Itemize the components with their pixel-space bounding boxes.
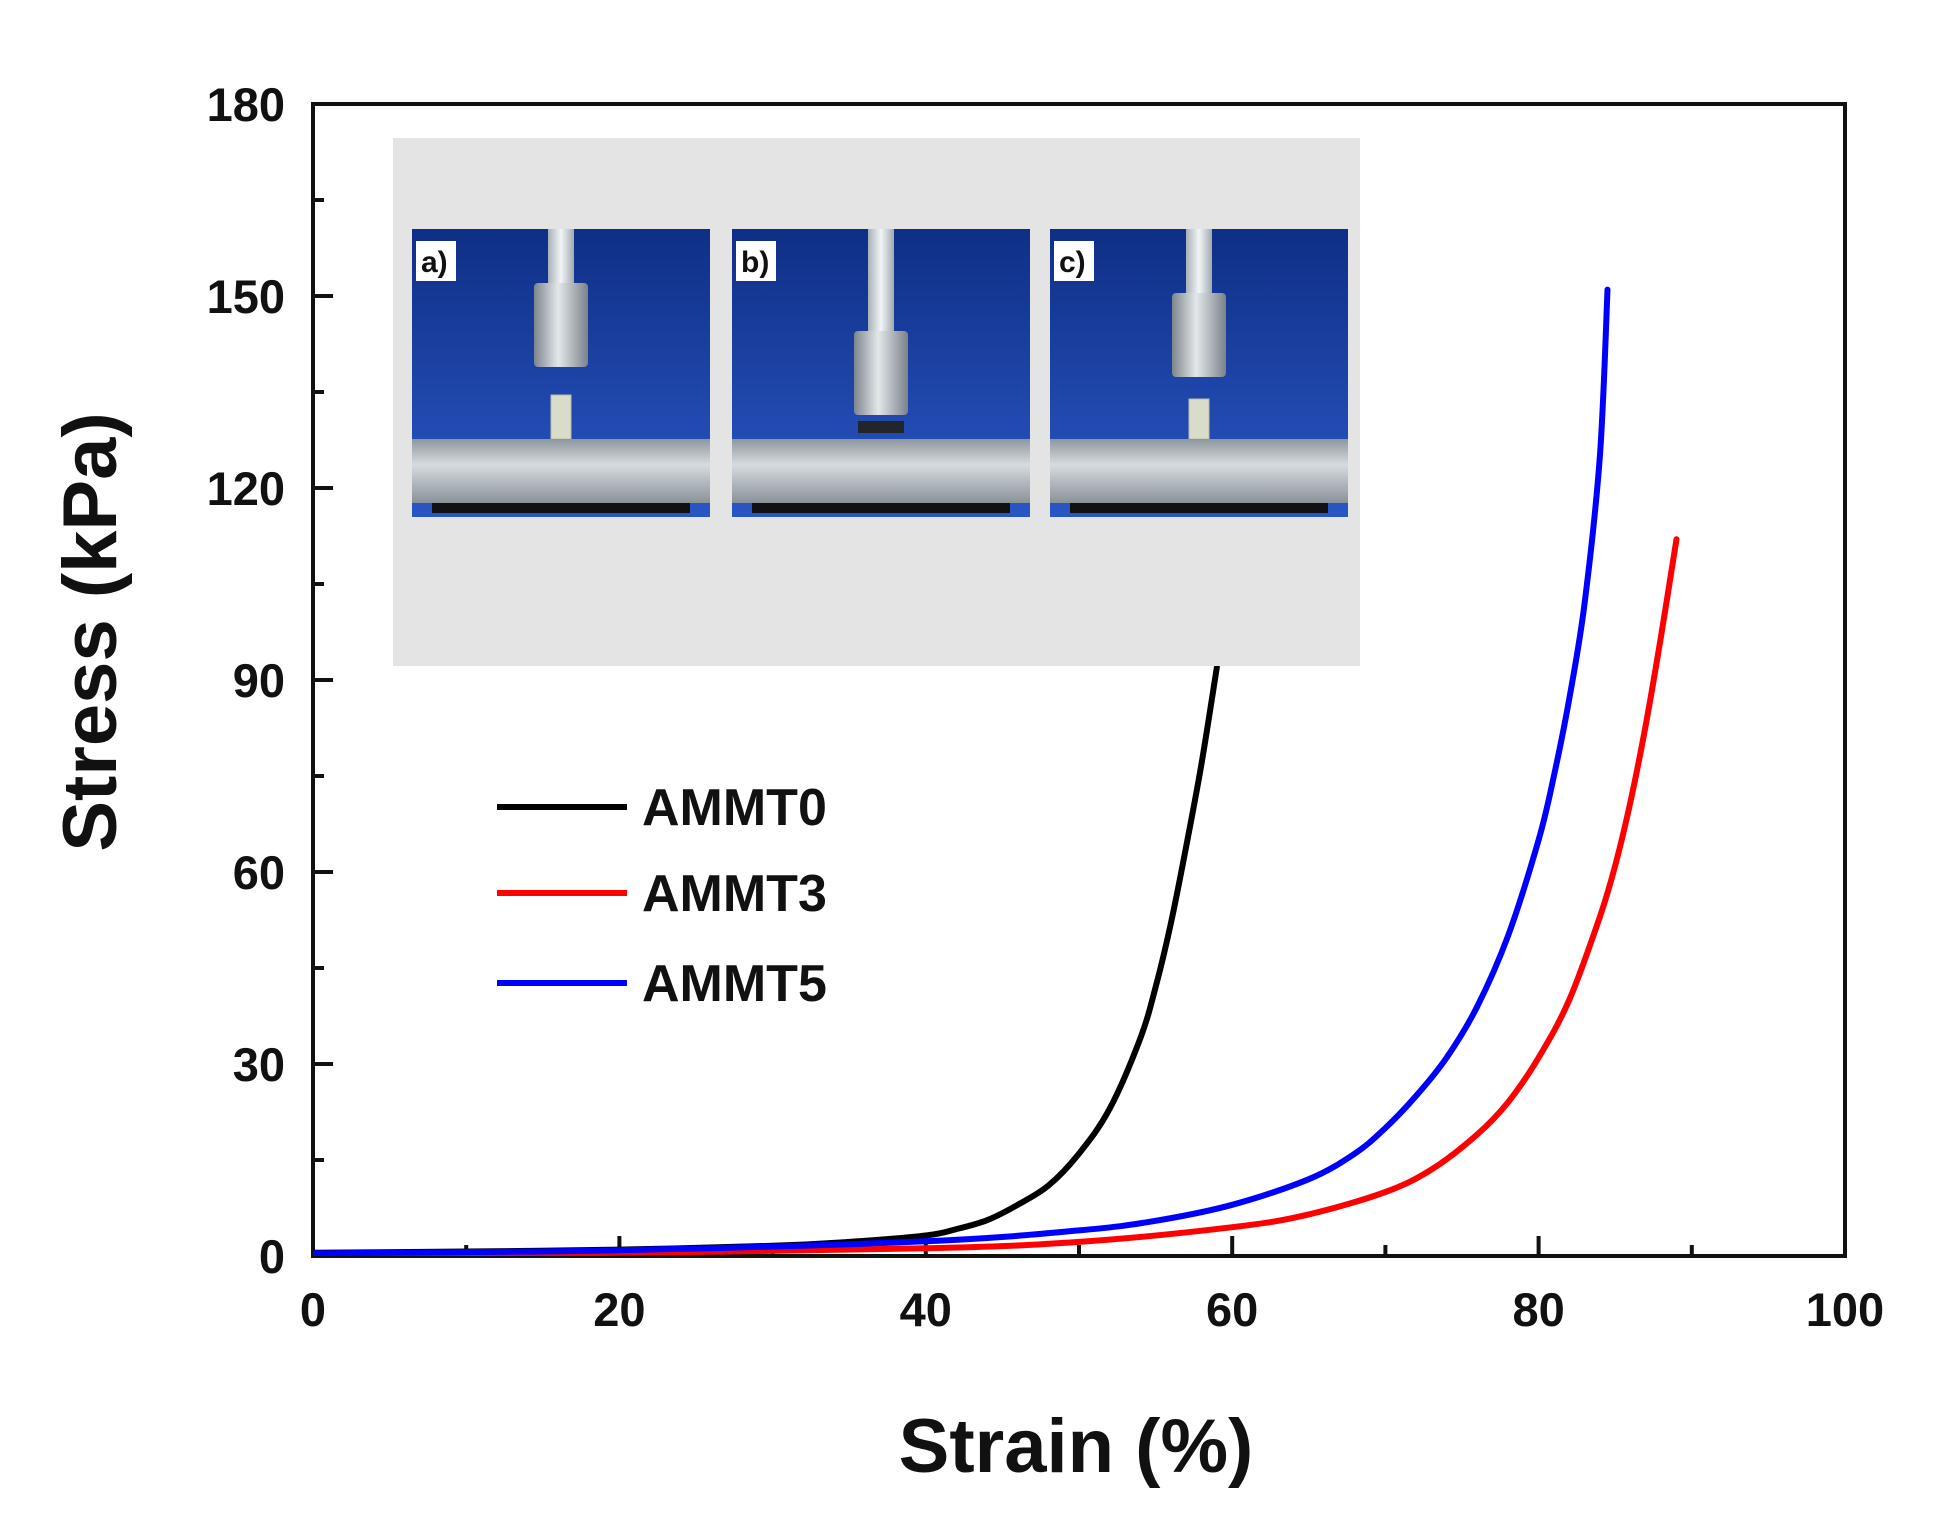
y-tick-label: 60 <box>233 846 285 899</box>
y-axis-ticks: 0 30 60 90 120 150 180 <box>207 78 333 1283</box>
base-platen <box>1050 439 1348 503</box>
panel-label-box <box>1054 241 1094 281</box>
compression-plunger <box>1172 293 1226 377</box>
panel-label-box <box>416 241 456 281</box>
x-axis-ticks: 0 20 40 60 80 100 <box>300 1236 1884 1336</box>
x-tick-label: 100 <box>1806 1283 1884 1336</box>
y-tick-label: 120 <box>207 462 285 515</box>
data-series <box>313 286 1680 1256</box>
x-axis-title: Strain (%) <box>899 1404 1254 1489</box>
legend-label-ammt5: AMMT5 <box>642 955 827 1013</box>
platen-shadow <box>1070 503 1328 513</box>
inset-panel: c) <box>1050 229 1348 517</box>
panel-label: c) <box>1059 246 1086 279</box>
inset-panel: a) <box>412 229 710 517</box>
platen-shadow <box>752 503 1010 513</box>
y-tick-label: 30 <box>233 1038 285 1091</box>
platen-shadow <box>432 503 690 513</box>
gel-specimen <box>550 394 572 440</box>
y-tick-label: 180 <box>207 78 285 131</box>
gel-specimen <box>1188 398 1210 440</box>
y-axis-title: Stress (kPa) <box>48 412 133 851</box>
machine-rod <box>868 229 894 341</box>
y-tick-label: 0 <box>259 1230 285 1283</box>
compression-plunger <box>534 283 588 367</box>
series-line-ammt3 <box>313 536 1680 1256</box>
base-platen <box>412 439 710 503</box>
y-tick-label: 150 <box>207 270 285 323</box>
panel-label-box <box>736 241 776 281</box>
panel-label: b) <box>741 246 769 279</box>
x-tick-label: 0 <box>300 1283 326 1336</box>
panel-label: a) <box>421 246 448 279</box>
y-tick-label: 90 <box>233 654 285 707</box>
inset-photos: a) b) c) <box>393 138 1360 666</box>
base-platen <box>732 439 1030 503</box>
x-tick-label: 80 <box>1512 1283 1564 1336</box>
legend-label-ammt0: AMMT0 <box>642 779 827 837</box>
gel-specimen <box>858 421 904 433</box>
machine-rod <box>1186 229 1212 303</box>
legend-label-ammt3: AMMT3 <box>642 865 827 923</box>
inset-panel: b) <box>732 229 1030 517</box>
series-line-ammt5 <box>313 286 1611 1256</box>
compression-plunger <box>854 331 908 415</box>
legend: AMMT0 AMMT3 AMMT5 <box>497 779 827 1013</box>
x-tick-label: 60 <box>1206 1283 1258 1336</box>
x-tick-label: 20 <box>593 1283 645 1336</box>
machine-rod <box>548 229 574 293</box>
x-tick-label: 40 <box>900 1283 952 1336</box>
